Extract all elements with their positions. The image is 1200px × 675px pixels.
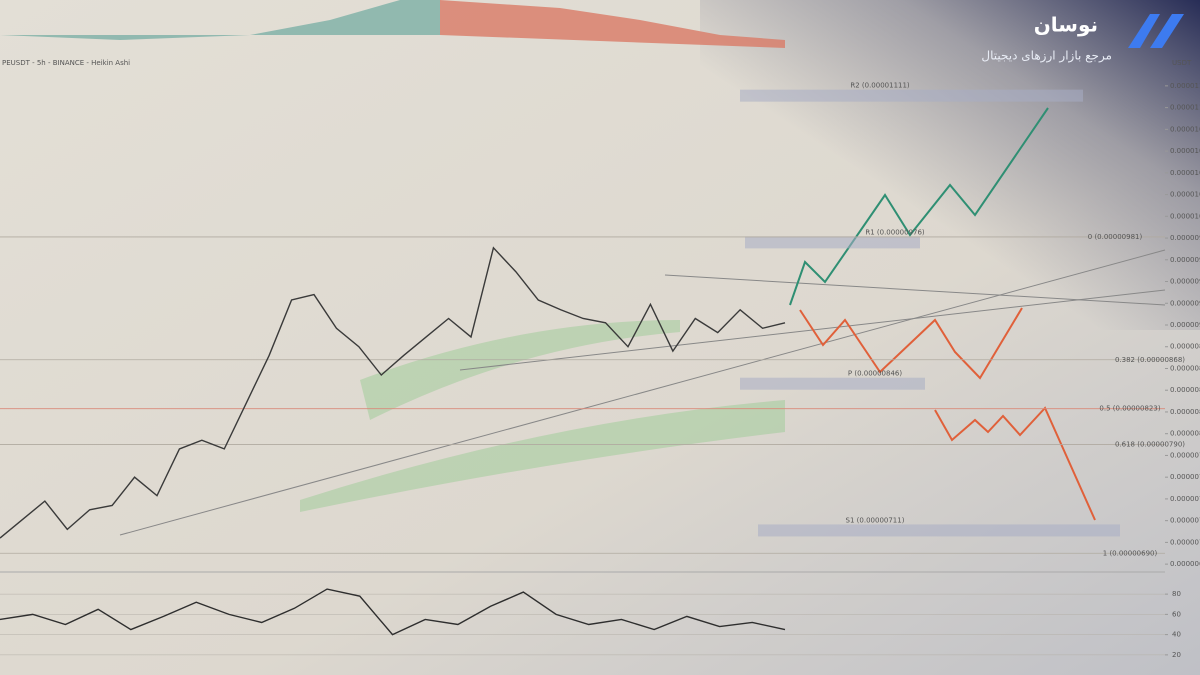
y-tick-label: 60 [1172, 610, 1181, 618]
y-tick-label: 0.00000680 [1170, 560, 1200, 568]
y-tick-label: 0.00000860 [1170, 364, 1200, 372]
ma-band [360, 320, 680, 420]
y-tick-label: 40 [1172, 631, 1181, 639]
y-tick-label: 0.00000900 [1170, 321, 1200, 329]
y-tick-label: 0.00000780 [1170, 451, 1200, 459]
y-tick-label: 0.00001060 [1170, 147, 1200, 155]
y-tick-label: 0.00000720 [1170, 517, 1200, 525]
y-tick-label: 0.00000980 [1170, 234, 1200, 242]
y-tick-label: 0.00000960 [1170, 256, 1200, 264]
y-tick-label: 0.00001120 [1170, 82, 1200, 90]
level-label: R1 (0.00000976) [865, 228, 925, 236]
level-zone [740, 377, 925, 390]
level-label: 0.618 (0.00000790) [1115, 441, 1185, 449]
level-zone [758, 524, 1120, 537]
axis-unit: USDT [1172, 59, 1192, 67]
macd-area [0, 0, 440, 40]
y-tick-label: 0.00001040 [1170, 169, 1200, 177]
trend-line [664, 274, 1166, 306]
ma-band [300, 400, 785, 512]
ticker: PEUSDT - 5h - BINANCE - Heikin Ashi [2, 59, 130, 67]
level-label: S1 (0.00000711) [846, 516, 905, 524]
y-tick-label: 0.00001100 [1170, 104, 1200, 112]
y-tick-label: 80 [1172, 590, 1181, 598]
y-tick-label: 0.00001080 [1170, 125, 1200, 133]
trend-line [119, 249, 1166, 536]
level-label: 0.5 (0.00000823) [1099, 405, 1160, 413]
brand-tagline: مرجع بازار ارزهای دیجیتال [981, 49, 1112, 64]
y-tick-label: 0.00000740 [1170, 495, 1200, 503]
y-tick-label: 0.00000800 [1170, 430, 1200, 438]
y-tick-label: 0.00000840 [1170, 386, 1200, 394]
macd-area [440, 0, 785, 48]
y-tick-label: 0.00000940 [1170, 278, 1200, 286]
y-tick-label: 0.00001020 [1170, 191, 1200, 199]
brand-shade [700, 0, 1200, 330]
brand-logo [1128, 14, 1184, 48]
level-zone [745, 236, 920, 249]
level-label: R2 (0.00001111) [850, 82, 910, 90]
level-label: 0.382 (0.00000868) [1115, 356, 1185, 364]
bullish-projection [789, 107, 1049, 306]
y-tick-label: 0.00000820 [1170, 408, 1200, 416]
brand-name: نوسان [1034, 13, 1098, 37]
y-tick-label: 20 [1172, 651, 1181, 659]
level-label: 1 (0.00000690) [1103, 549, 1158, 557]
price-line [0, 588, 786, 636]
y-tick-label: 0.00000920 [1170, 299, 1200, 307]
y-tick-label: 0.00000700 [1170, 538, 1200, 546]
level-label: 0 (0.00000981) [1088, 233, 1143, 241]
level-label: P (0.00000846) [848, 370, 902, 378]
level-zone [740, 89, 1083, 102]
y-tick-label: 0.00001000 [1170, 212, 1200, 220]
price-line [0, 246, 786, 539]
y-tick-label: 0.00000760 [1170, 473, 1200, 481]
bearish-projection [934, 406, 1096, 521]
bearish-projection [799, 307, 1023, 380]
y-tick-label: 0.00000880 [1170, 343, 1200, 351]
